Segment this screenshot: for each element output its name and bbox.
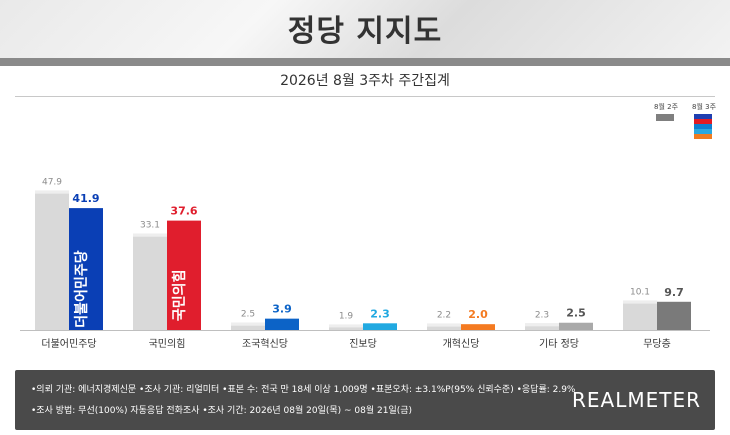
bar-curr-0 [69, 208, 103, 330]
category-label-2: 조국혁신당 [242, 338, 288, 350]
category-label-6: 무당층 [643, 338, 671, 350]
category-label-1: 국민의힘 [149, 338, 186, 350]
bar-curr-label-6: 9.7 [664, 286, 684, 299]
party-logo-0: 더불어민주당 [73, 250, 90, 327]
bar-prev-top-5 [525, 323, 559, 327]
page-title: 정당 지지도 [287, 14, 443, 49]
bar-curr-label-4: 2.0 [468, 308, 488, 321]
subtitle-divider [15, 96, 715, 97]
category-label-4: 개혁신당 [443, 338, 480, 350]
bar-prev-top-4 [427, 323, 461, 327]
bar-prev-label-5: 2.3 [535, 310, 549, 320]
bar-prev-0 [35, 190, 69, 330]
legend-curr-swatch-stripe [694, 134, 712, 139]
bar-prev-label-2: 2.5 [241, 310, 255, 320]
bar-curr-label-1: 37.6 [170, 205, 197, 218]
chart-legend: 8월 2주 8월 3주 [652, 102, 722, 150]
bar-prev-1 [133, 233, 167, 330]
legend-prev-label: 8월 2주 [654, 103, 679, 111]
chart-subtitle: 2026년 8월 3주차 주간집계 [280, 73, 450, 89]
bar-curr-label-3: 2.3 [370, 307, 390, 320]
bar-prev-label-6: 10.1 [630, 288, 650, 298]
bar-prev-top-2 [231, 322, 265, 326]
header-band [0, 58, 730, 66]
footer-line-2: •조사 방법: 무선(100%) 자동응답 전화조사 •조사 기간: 2026년… [31, 406, 413, 416]
bar-curr-label-0: 41.9 [72, 192, 99, 205]
bar-prev-top-6 [623, 300, 657, 304]
legend-curr-swatch-stripe [694, 114, 712, 119]
legend-curr-label: 8월 3주 [692, 103, 717, 111]
realmeter-logo: REALMETER [572, 388, 701, 412]
bar-prev-label-4: 2.2 [437, 311, 451, 321]
bar-curr-label-5: 2.5 [566, 307, 586, 320]
category-label-3: 진보당 [349, 338, 377, 350]
bar-curr-2 [265, 318, 299, 330]
bar-prev-6 [623, 300, 657, 330]
bar-curr-label-2: 3.9 [272, 303, 292, 316]
bar-curr-5 [559, 322, 593, 330]
legend-curr-swatch-stripe [694, 119, 712, 124]
bar-prev-4 [427, 323, 461, 330]
bar-curr-1 [167, 220, 201, 330]
bar-prev-label-0: 47.9 [42, 178, 62, 188]
legend-curr-swatch-stripe [694, 124, 712, 129]
legend-curr-swatch [694, 114, 712, 139]
legend-curr-swatch-stripe [694, 129, 712, 134]
survey-info-footer: •의뢰 기관: 에너지경제신문 •조사 기관: 리얼미터 •표본 수: 전국 만… [15, 370, 715, 430]
bar-prev-label-3: 1.9 [339, 311, 354, 321]
category-label-0: 더불어민주당 [41, 338, 96, 350]
bar-prev-label-1: 33.1 [140, 221, 160, 231]
footer-line-1: •의뢰 기관: 에너지경제신문 •조사 기관: 리얼미터 •표본 수: 전국 만… [31, 385, 576, 395]
bar-prev-2 [231, 322, 265, 330]
bar-prev-top-0 [35, 190, 69, 194]
bar-curr-6 [657, 301, 691, 330]
bar-curr-3 [363, 323, 397, 330]
bar-prev-top-3 [329, 324, 363, 328]
bar-prev-top-1 [133, 233, 167, 237]
party-logo-1: 국민의힘 [171, 270, 188, 322]
bar-prev-5 [525, 323, 559, 330]
legend-prev-swatch [656, 114, 674, 121]
bar-curr-4 [461, 324, 495, 330]
header-banner: 정당 지지도 [0, 0, 730, 58]
category-label-5: 기타 정당 [539, 338, 579, 350]
